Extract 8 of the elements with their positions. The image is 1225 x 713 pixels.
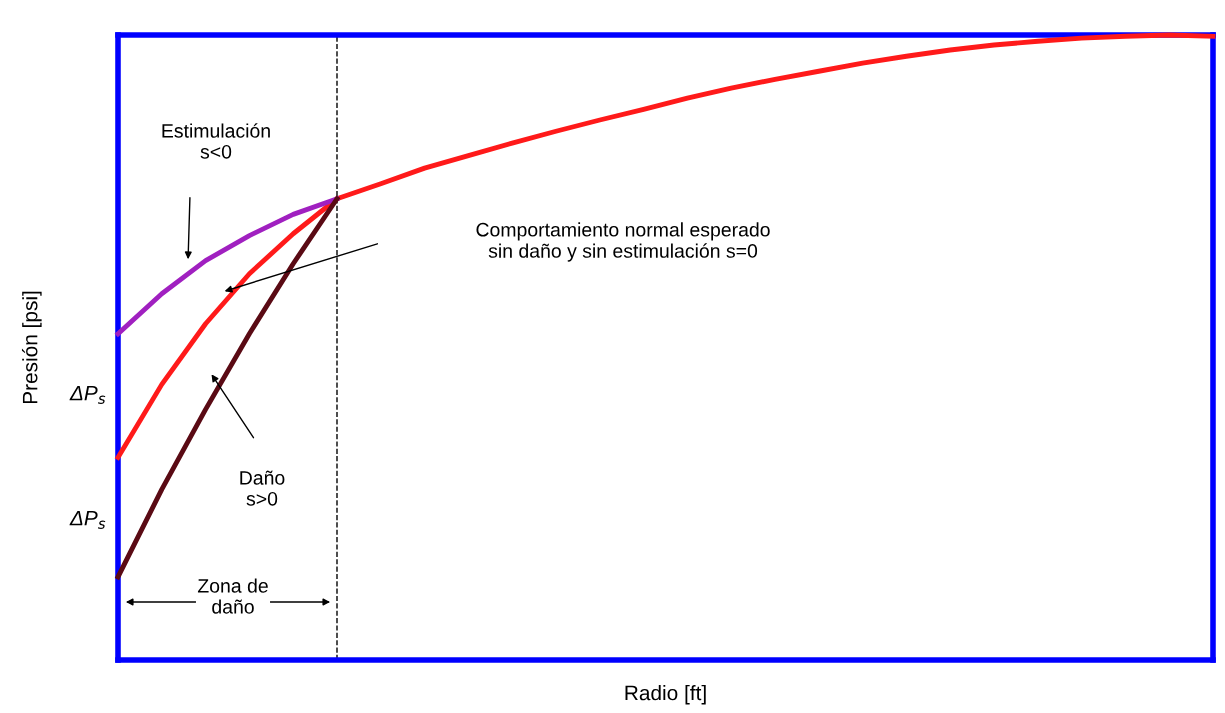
- text: ΔP$_{s}$: [69, 511, 106, 529]
- annotation: Zona de daño: [197, 578, 268, 614]
- annotation: Estimulación s<0: [162, 123, 270, 159]
- y-axis-title: Presión [psi]: [21, 291, 42, 404]
- x-axis-title: Radio [ft]: [625, 685, 706, 705]
- annotation: Comportamiento normal esperado sin daño y sin estimulación s=0: [476, 222, 770, 262]
- text: ΔP$_{s}$: [69, 386, 106, 404]
- annotation: Daño s>0: [240, 470, 285, 506]
